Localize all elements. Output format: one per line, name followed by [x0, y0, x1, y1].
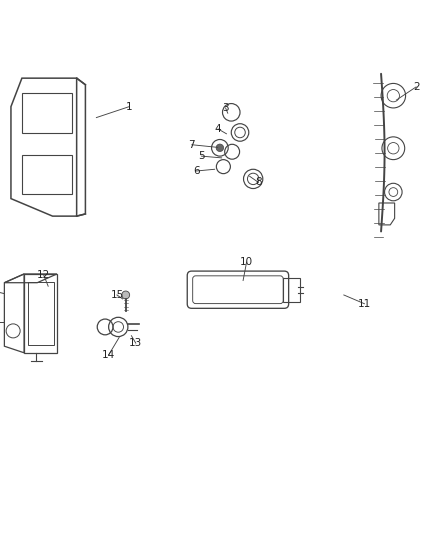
Text: 5: 5 — [198, 151, 205, 161]
Text: 7: 7 — [188, 140, 195, 150]
Text: 2: 2 — [413, 82, 420, 92]
Text: 1: 1 — [126, 102, 133, 111]
Text: 10: 10 — [240, 257, 253, 267]
Text: 8: 8 — [255, 177, 262, 188]
Circle shape — [216, 144, 224, 151]
Text: 4: 4 — [215, 124, 222, 134]
Text: 15: 15 — [110, 290, 124, 300]
Text: 13: 13 — [129, 338, 142, 348]
Text: 11: 11 — [358, 298, 371, 309]
Text: 12: 12 — [37, 270, 50, 280]
Text: 14: 14 — [102, 350, 115, 360]
Circle shape — [122, 291, 130, 299]
Text: 6: 6 — [193, 166, 200, 176]
Text: 3: 3 — [222, 103, 229, 113]
